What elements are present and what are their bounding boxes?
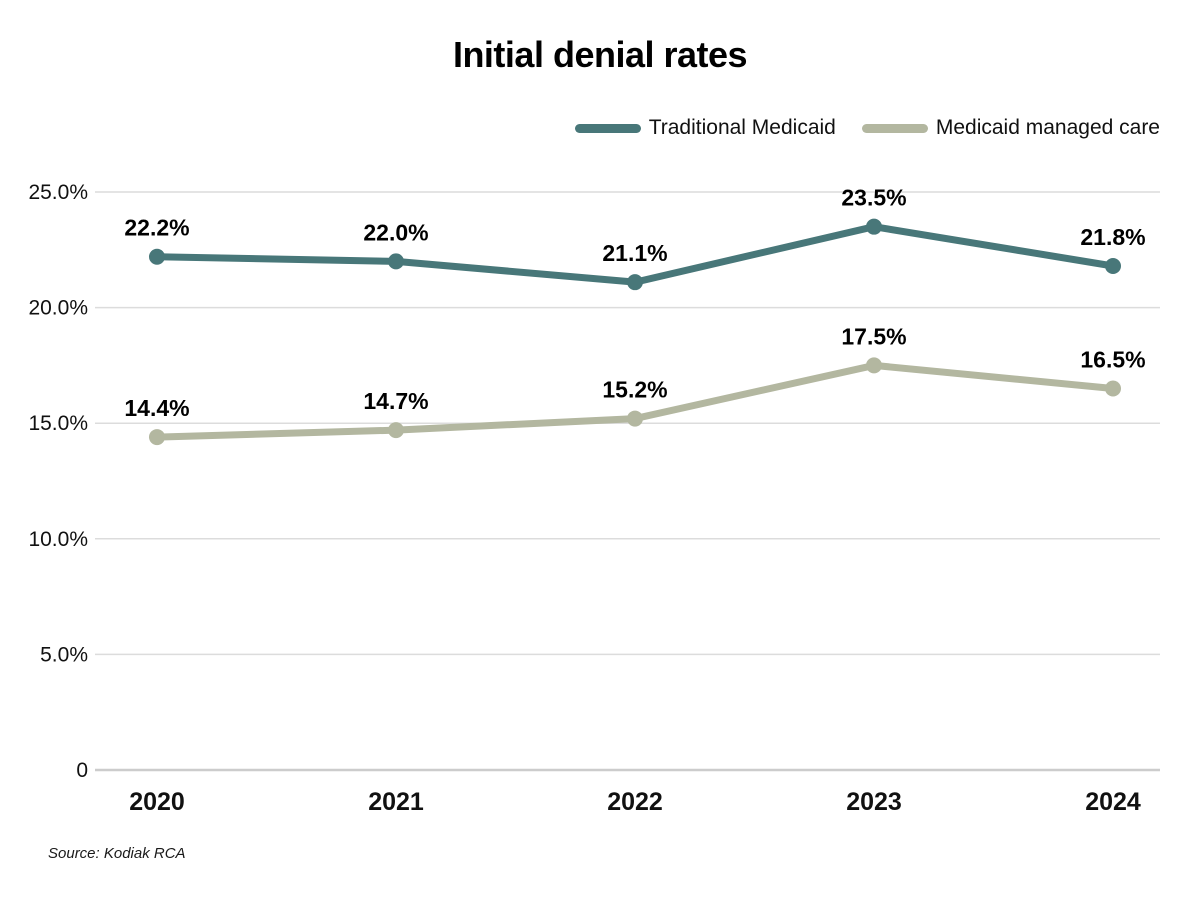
data-point-label: 23.5% — [841, 185, 906, 211]
data-point — [388, 422, 404, 439]
x-tick-label: 2020 — [129, 788, 185, 816]
data-point — [149, 248, 165, 265]
data-point-label: 15.2% — [602, 377, 667, 403]
data-point-label: 21.8% — [1080, 224, 1145, 250]
y-tick-label: 0 — [76, 759, 88, 782]
y-tick-label: 15.0% — [28, 412, 88, 435]
data-point-label: 17.5% — [841, 323, 906, 349]
data-point — [866, 218, 882, 235]
data-point-label: 16.5% — [1080, 347, 1145, 373]
data-point-label: 21.1% — [602, 240, 667, 266]
legend-item-traditional-medicaid: Traditional Medicaid — [574, 116, 836, 140]
y-tick-label: 25.0% — [28, 181, 88, 204]
x-tick-label: 2024 — [1085, 788, 1141, 816]
data-point — [627, 410, 643, 427]
x-tick-label: 2023 — [846, 788, 902, 816]
data-point — [388, 253, 404, 270]
data-point — [627, 274, 643, 291]
x-tick-label: 2021 — [368, 788, 424, 816]
source-note: Source: Kodiak RCA — [48, 845, 186, 862]
data-point — [1105, 257, 1121, 274]
legend-label-medicaid-managed-care: Medicaid managed care — [935, 116, 1160, 139]
y-tick-label: 5.0% — [40, 643, 88, 666]
data-point-label: 22.2% — [124, 215, 189, 241]
legend-swatch-traditional-medicaid — [574, 123, 641, 133]
x-tick-label: 2022 — [607, 788, 663, 816]
y-tick-label: 10.0% — [28, 528, 88, 551]
data-point — [866, 357, 882, 374]
legend-item-medicaid-managed-care: Medicaid managed care — [861, 116, 1160, 140]
y-tick-label: 20.0% — [28, 297, 88, 320]
data-point-label: 14.4% — [124, 395, 189, 421]
data-point-label: 14.7% — [363, 388, 428, 414]
legend-swatch-medicaid-managed-care — [861, 123, 928, 133]
chart-title: Initial denial rates — [452, 34, 748, 75]
data-point — [1105, 380, 1121, 397]
legend: Traditional Medicaid Medicaid managed ca… — [574, 116, 1160, 140]
data-point-label: 22.0% — [363, 219, 428, 245]
data-point — [149, 429, 165, 446]
legend-label-traditional-medicaid: Traditional Medicaid — [648, 116, 836, 139]
